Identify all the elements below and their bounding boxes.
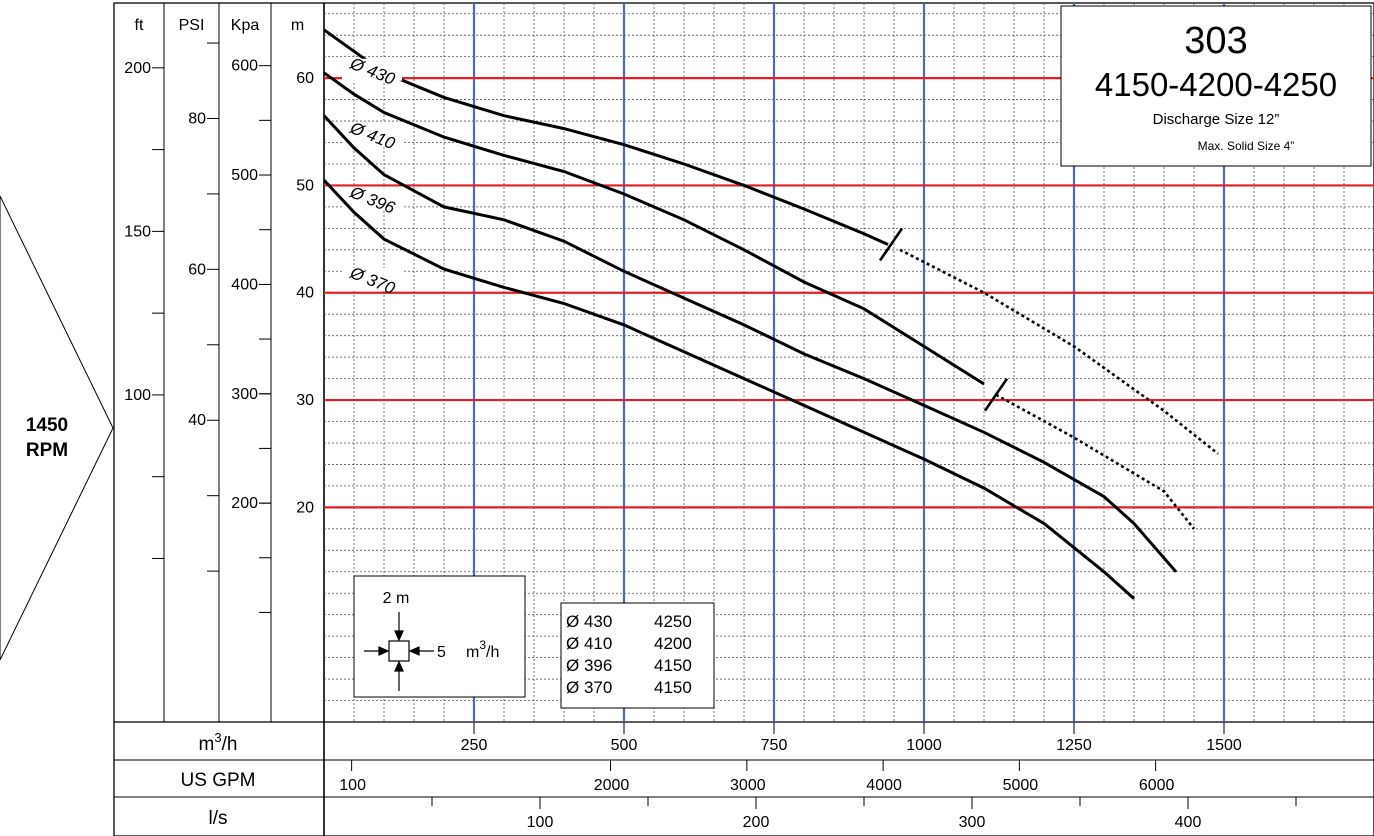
ls-tick-label: 400 (1175, 814, 1202, 831)
curve-label-bg (342, 58, 402, 81)
scale-unit-ft: ft (135, 17, 144, 34)
scale-tick-label: 40 (296, 285, 314, 302)
legend-model: 4200 (654, 634, 692, 653)
legend-diameter: Ø 370 (566, 678, 612, 697)
pump-curve-line (322, 179, 1135, 600)
head-scales: ft 200 150 100 PSI 80 60 40 Kpa 600 500 400 300 200 m 6… (124, 17, 314, 613)
rpm-arrow: 1450 RPM (0, 195, 114, 661)
scale-tick-label: 40 (188, 412, 206, 429)
scale-tick-label: 60 (296, 70, 314, 87)
m3h-tick-label: 500 (611, 737, 638, 754)
usgpm-row-label: US GPM (181, 770, 256, 791)
scale-tick-label: 600 (231, 58, 258, 75)
ls-tick-label: 100 (527, 814, 554, 831)
scale-unit-m: m (291, 17, 304, 34)
m3h-tick-label: 1500 (1206, 737, 1242, 754)
max-solid-size: Max. Solid Size 4” (1198, 139, 1295, 153)
scale-key-box: 2 m 5 m3/h (353, 575, 526, 698)
legend-model: 4150 (654, 678, 692, 697)
ls-tick-label: 300 (959, 814, 986, 831)
rpm-value: 1450 (26, 415, 68, 436)
scale-tick-label: 80 (188, 110, 206, 127)
m3h-row-label: m3/h (199, 730, 238, 755)
legend-diameter: Ø 396 (566, 656, 612, 675)
legend-diameter: Ø 410 (566, 634, 612, 653)
scale-tick-label: 50 (296, 177, 314, 194)
scale-tick-label: 100 (124, 387, 151, 404)
pump-curve-extension (995, 393, 1196, 530)
scale-key-arrows (364, 612, 434, 691)
legend-model: 4150 (654, 656, 692, 675)
scale-key-flow: 5 (437, 644, 446, 661)
curve-label-bg (342, 268, 402, 291)
scale-key-unit: m3/h (466, 638, 499, 661)
m3h-tick-label: 250 (461, 737, 488, 754)
scale-unit-psi: PSI (179, 17, 205, 34)
m3h-tick-label: 1250 (1056, 737, 1092, 754)
pump-curve-extension (899, 248, 1219, 455)
scale-tick-label: 20 (296, 499, 314, 516)
scale-unit-kpa: Kpa (231, 17, 260, 34)
rpm-unit: RPM (26, 440, 68, 461)
model-variants: 4150-4200-4250 (1095, 66, 1337, 103)
discharge-size: Discharge Size 12” (1153, 111, 1280, 128)
scale-tick-label: 30 (296, 392, 314, 409)
m3h-tick-label: 1000 (906, 737, 942, 754)
flow-axes: 250 500 750 1000 1250 1500 100 2000 3000 4000 5000… (339, 722, 1297, 831)
model-info-box: 303 4150-4200-4250 Discharge Size 12” Ma… (1060, 5, 1372, 167)
scale-tick-label: 200 (124, 60, 151, 77)
curve-label-bg (342, 187, 402, 210)
scale-tick-label: 500 (231, 167, 258, 184)
scale-tick-label: 60 (188, 261, 206, 278)
scale-tick-label: 300 (231, 386, 258, 403)
scale-tick-label: 400 (231, 276, 258, 293)
scale-key-head: 2 m (383, 590, 410, 607)
usgpm-tick-label: 100 (339, 777, 366, 794)
legend-box: Ø 430 4250 Ø 410 4200 Ø 396 4150 Ø 370 4150 (560, 602, 715, 709)
usgpm-tick-label: 6000 (1139, 777, 1175, 794)
scale-tick-label: 200 (231, 495, 258, 512)
usgpm-tick-label: 5000 (1003, 777, 1039, 794)
m3h-tick-label: 750 (761, 737, 788, 754)
scale-tick-label: 150 (124, 223, 151, 240)
pump-curve-line (323, 28, 889, 246)
model-number: 303 (1184, 20, 1247, 62)
ls-row-label: l/s (209, 808, 228, 829)
usgpm-tick-label: 2000 (594, 777, 630, 794)
pump-curve-line (323, 71, 985, 386)
usgpm-tick-label: 3000 (730, 777, 766, 794)
cutoff-mark (983, 377, 1009, 412)
cutoff-mark (878, 227, 904, 262)
legend-diameter: Ø 430 (566, 612, 612, 631)
legend-model: 4250 (654, 612, 692, 631)
usgpm-tick-label: 4000 (866, 777, 902, 794)
ls-tick-label: 200 (743, 814, 770, 831)
scale-key-square (388, 640, 410, 662)
pump-curve-line (322, 114, 1178, 573)
curve-label-bg (342, 123, 402, 146)
